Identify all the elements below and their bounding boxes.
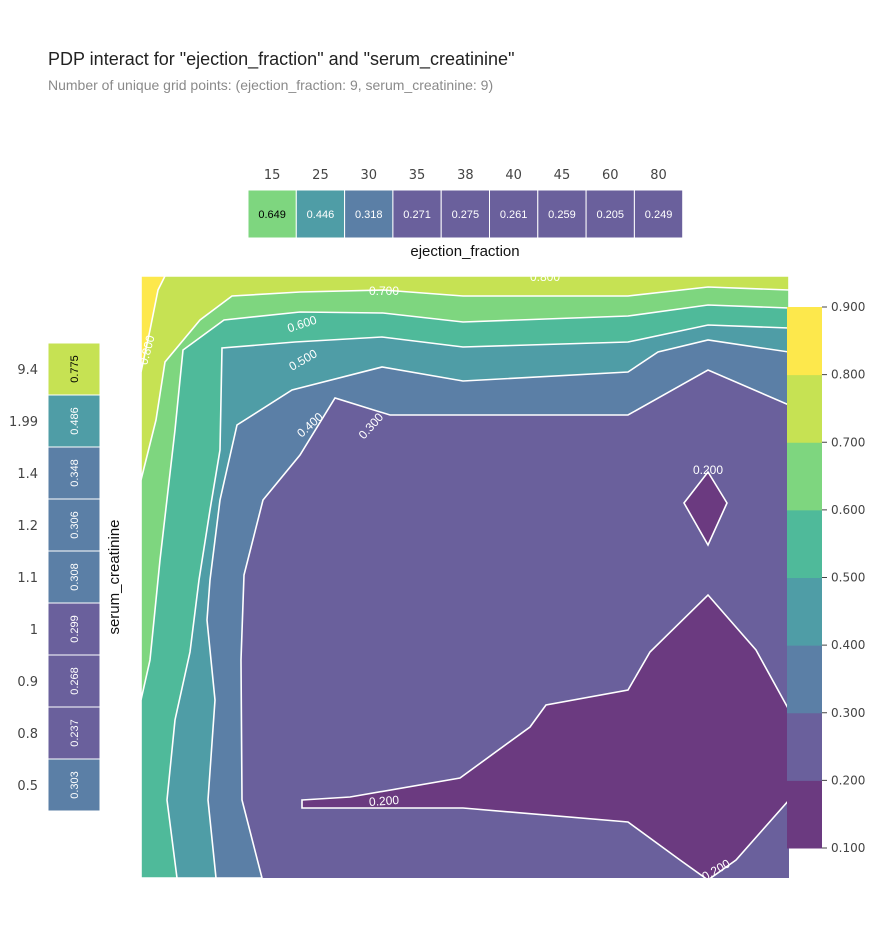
top-marginal-cell xyxy=(247,189,297,239)
x-tick-label: 25 xyxy=(312,168,329,183)
colorbar-segment xyxy=(787,307,822,376)
colorbar-segment xyxy=(787,374,822,443)
y-tick-label: 0.5 xyxy=(17,779,38,794)
left-marginal-cell xyxy=(47,654,101,708)
y-tick-label: 0.8 xyxy=(17,727,38,742)
top-marginal-cell xyxy=(440,189,491,239)
contour-band xyxy=(141,276,166,373)
left-marginal-cell xyxy=(47,394,101,448)
colorbar-tick-label: 0.400 xyxy=(831,638,865,652)
left-marginal-cell xyxy=(47,446,101,500)
colorbar-segment xyxy=(787,645,822,714)
colorbar-tick-label: 0.800 xyxy=(831,368,865,382)
contour-band xyxy=(141,276,789,878)
colorbar-segment xyxy=(787,712,822,781)
top-marginal-cell xyxy=(344,189,394,239)
left-marginal-cell xyxy=(47,550,101,604)
contour-label: 0.700 xyxy=(369,284,399,298)
left-marginal-value: 0.268 xyxy=(69,667,81,695)
top-marginal-value: 0.205 xyxy=(596,209,624,221)
y-tick-label: 0.9 xyxy=(17,675,38,690)
x-tick-label: 60 xyxy=(602,168,619,183)
left-marginal-heatmap: 0.775 9.4 0.486 1.99 0.348 1.4 0.306 1.2 0.308 1.… xyxy=(9,342,101,812)
colorbar-tick-label: 0.500 xyxy=(831,571,865,585)
y-tick-label: 9.4 xyxy=(17,363,38,378)
top-marginal-value: 0.649 xyxy=(258,209,286,221)
x-tick-label: 80 xyxy=(650,168,667,183)
colorbar-tick-label: 0.100 xyxy=(831,841,865,855)
y-tick-label: 1.4 xyxy=(17,467,38,482)
top-marginal-cell xyxy=(295,189,346,239)
contour-band xyxy=(141,276,789,878)
top-marginal-cell xyxy=(489,189,539,239)
x-tick-label: 45 xyxy=(554,168,571,183)
colorbar-tick-label: 0.300 xyxy=(831,706,865,720)
y-tick-label: 1.2 xyxy=(17,519,38,534)
contour-band xyxy=(683,470,728,547)
contour-band xyxy=(141,276,789,701)
top-marginal-value: 0.261 xyxy=(500,209,528,221)
left-marginal-value: 0.486 xyxy=(69,407,81,435)
left-marginal-value: 0.237 xyxy=(69,719,81,747)
top-marginal-value: 0.259 xyxy=(548,209,576,221)
contour-band xyxy=(301,593,789,878)
y-tick-label: 1.1 xyxy=(17,571,38,586)
chart-title: PDP interact for "ejection_fraction" and… xyxy=(48,49,514,70)
contour-label: 0.200 xyxy=(693,463,723,477)
top-marginal-value: 0.249 xyxy=(645,209,673,221)
left-marginal-cell xyxy=(47,758,101,812)
left-marginal-value: 0.299 xyxy=(69,615,81,643)
left-marginal-value: 0.775 xyxy=(69,355,81,383)
y-tick-label: 1 xyxy=(30,623,38,638)
x-tick-label: 35 xyxy=(409,168,426,183)
left-marginal-value: 0.348 xyxy=(69,459,81,487)
contour-label: 0.200 xyxy=(369,793,400,809)
top-marginal-value: 0.271 xyxy=(403,209,431,221)
left-marginal-value: 0.306 xyxy=(69,511,81,539)
top-marginal-cell xyxy=(585,189,635,239)
top-marginal-cell xyxy=(633,189,684,239)
top-marginal-cell xyxy=(537,189,587,239)
top-marginal-value: 0.275 xyxy=(452,209,480,221)
x-axis-title: ejection_fraction xyxy=(410,243,519,260)
x-tick-label: 40 xyxy=(505,168,522,183)
top-marginal-heatmap: 0.649 15 0.446 25 0.318 30 0.271 35 0.275 38 0.261… xyxy=(247,168,684,239)
y-tick-label: 1.99 xyxy=(9,415,38,430)
colorbar-segment xyxy=(787,442,822,511)
colorbar-segment xyxy=(787,780,822,849)
left-marginal-value: 0.308 xyxy=(69,563,81,591)
chart-subtitle: Number of unique grid points: (ejection_… xyxy=(48,77,493,93)
top-marginal-value: 0.318 xyxy=(355,209,383,221)
colorbar-segment xyxy=(787,577,822,646)
x-tick-label: 30 xyxy=(360,168,377,183)
left-marginal-value: 0.303 xyxy=(69,771,81,799)
left-marginal-cell xyxy=(47,342,101,396)
top-marginal-value: 0.446 xyxy=(307,209,335,221)
colorbar-tick-label: 0.200 xyxy=(831,773,865,787)
x-tick-label: 15 xyxy=(264,168,281,183)
y-axis-title: serum_creatinine xyxy=(106,519,123,634)
contour-label: 0.800 xyxy=(530,270,560,284)
x-tick-label: 38 xyxy=(457,168,474,183)
colorbar-segment xyxy=(787,509,822,578)
colorbar-tick-label: 0.600 xyxy=(831,503,865,517)
contour-band xyxy=(141,276,789,481)
left-marginal-cell xyxy=(47,706,101,760)
colorbar: 0.900 0.800 0.700 0.600 0.500 0.400 0.300 0.200… xyxy=(787,300,865,855)
colorbar-tick-label: 0.700 xyxy=(831,435,865,449)
colorbar-tick-label: 0.900 xyxy=(831,300,865,314)
